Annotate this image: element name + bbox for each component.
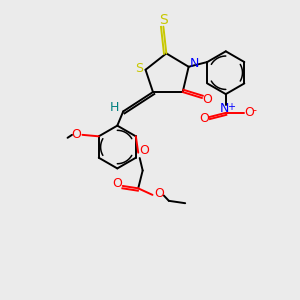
Text: -: - xyxy=(252,105,256,115)
Text: +: + xyxy=(227,102,235,112)
Text: N: N xyxy=(189,57,199,70)
Text: O: O xyxy=(154,187,164,200)
Text: O: O xyxy=(71,128,81,141)
Text: S: S xyxy=(135,62,143,75)
Text: O: O xyxy=(202,93,212,106)
Text: O: O xyxy=(244,106,254,119)
Text: O: O xyxy=(139,144,149,157)
Text: S: S xyxy=(160,13,168,27)
Text: H: H xyxy=(110,101,119,114)
Text: O: O xyxy=(199,112,209,125)
Text: O: O xyxy=(112,177,122,190)
Text: N: N xyxy=(220,103,229,116)
